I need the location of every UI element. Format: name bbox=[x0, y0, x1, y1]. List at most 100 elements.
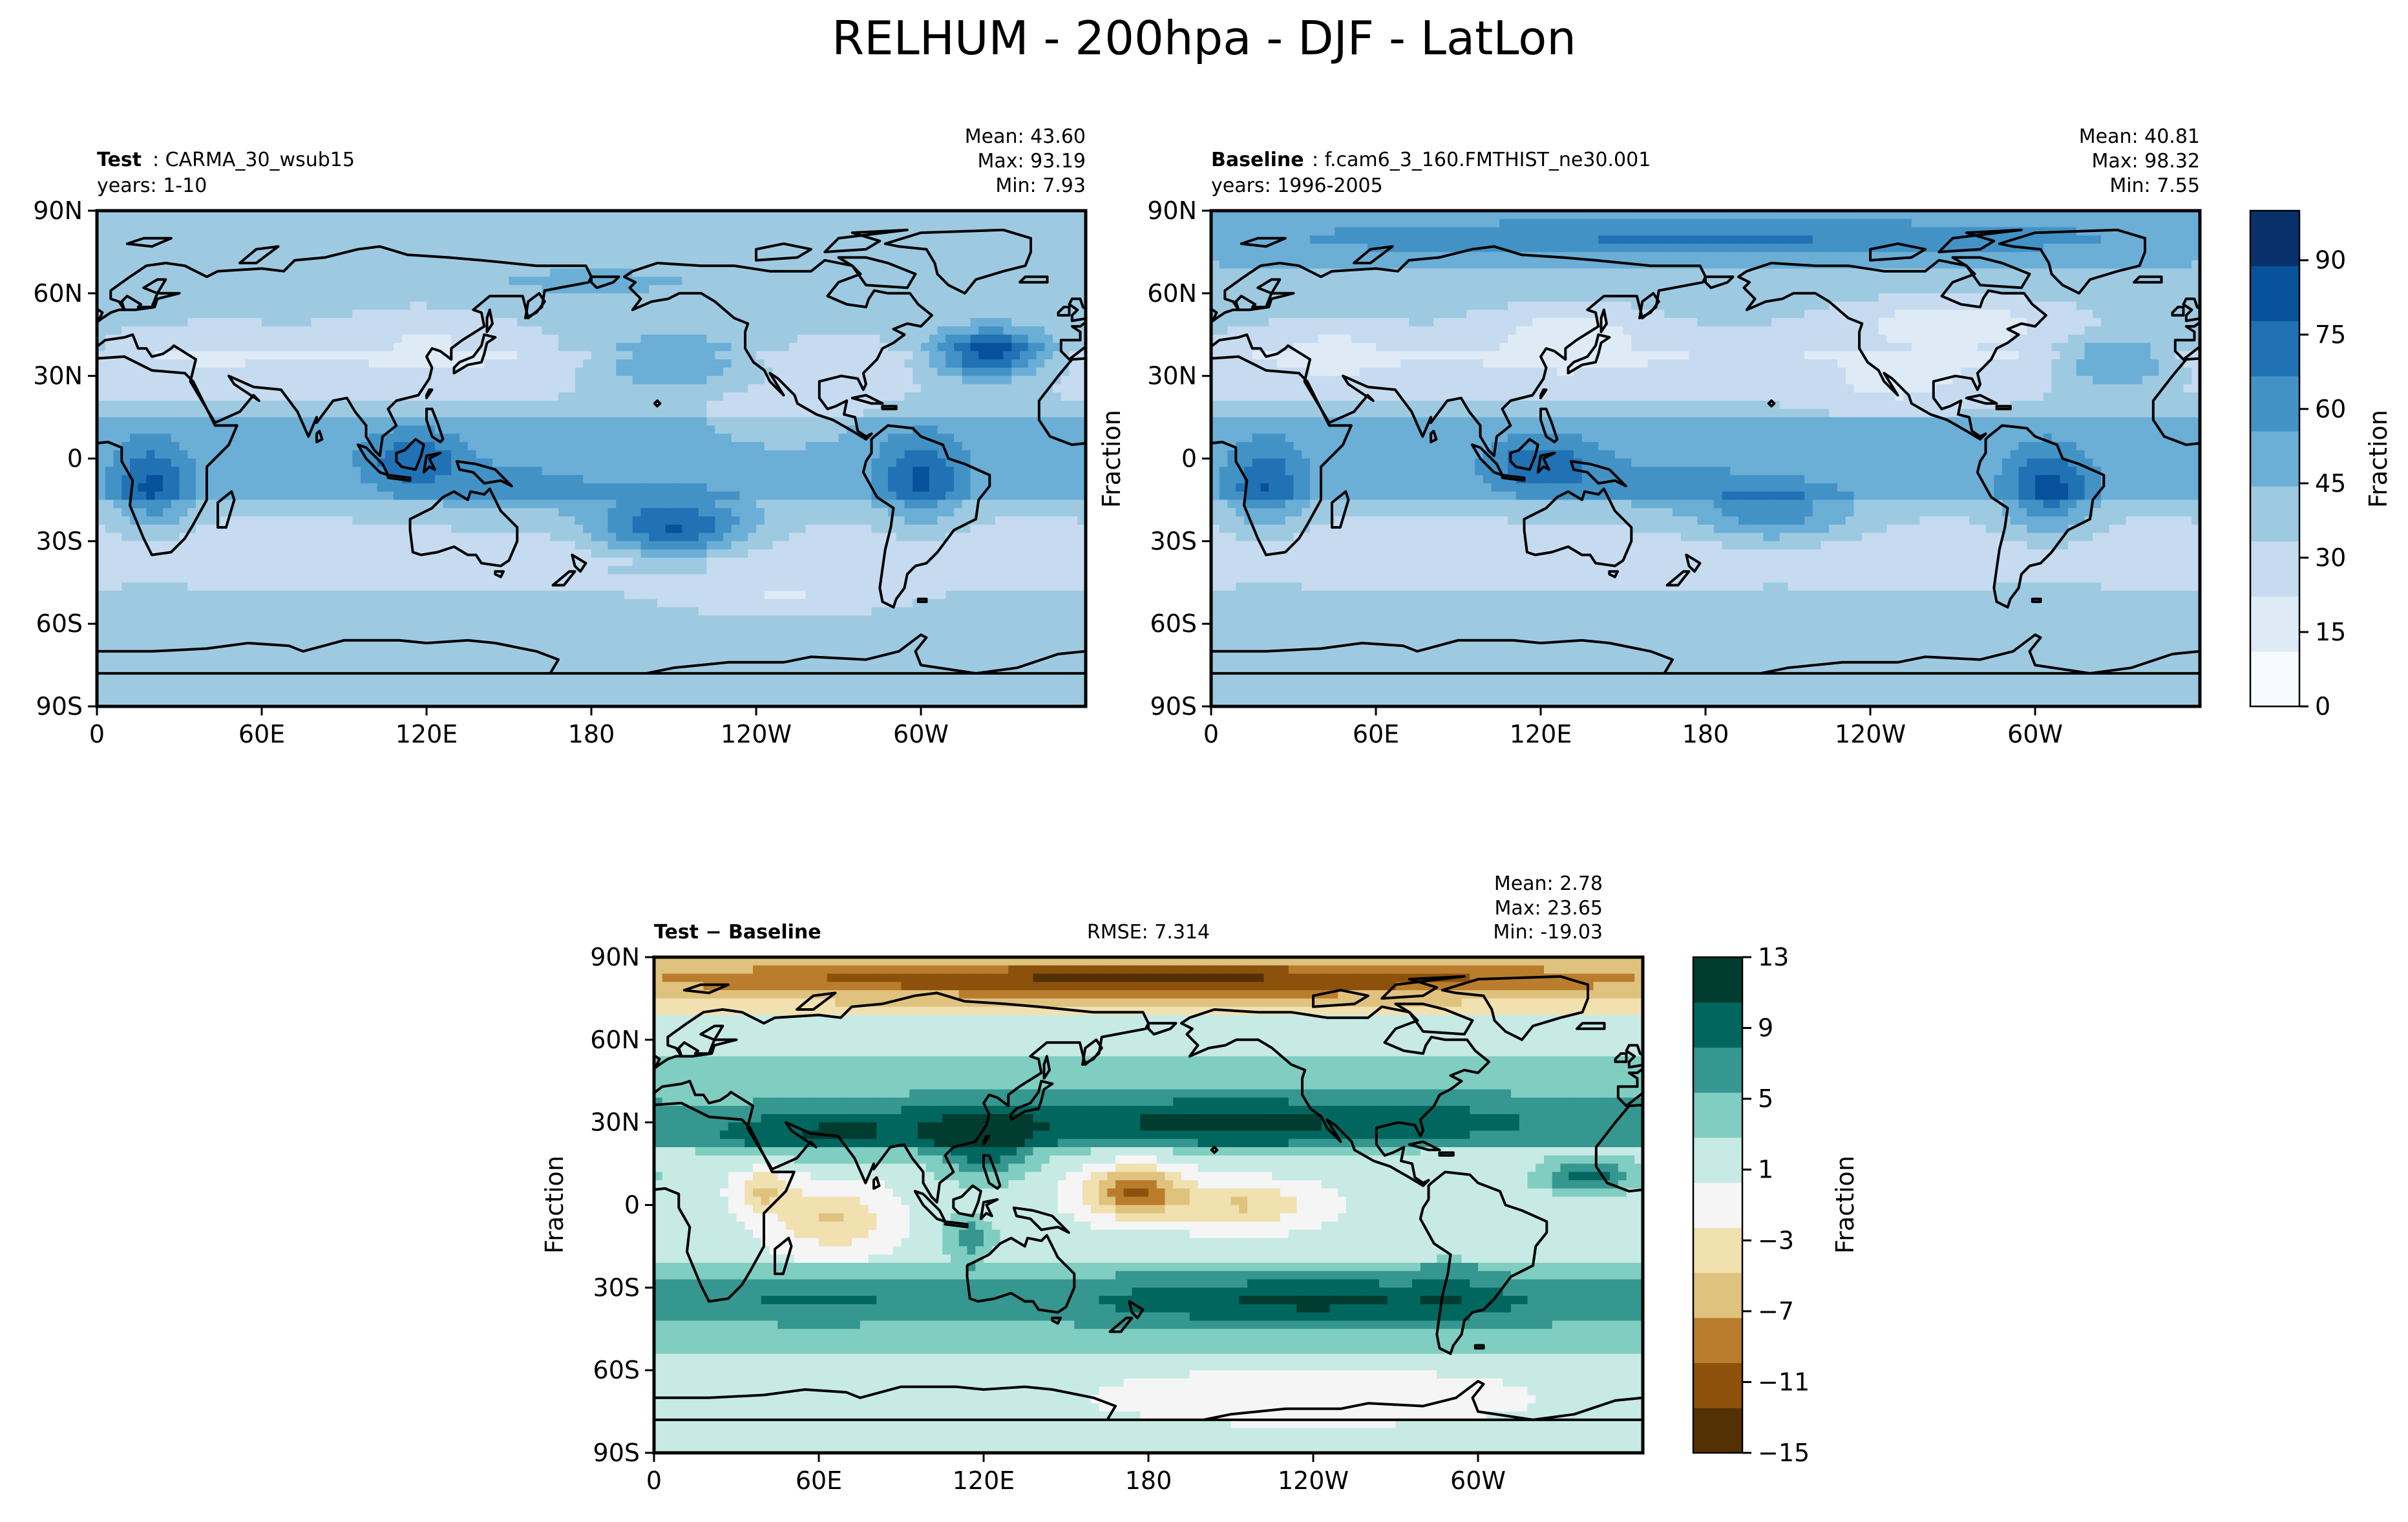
field-cell bbox=[121, 401, 131, 410]
field-cell bbox=[1028, 434, 1037, 443]
field-cell bbox=[962, 244, 971, 253]
field-cell bbox=[995, 367, 1004, 377]
field-cell bbox=[163, 441, 172, 451]
field-cell bbox=[789, 434, 798, 443]
field-cell bbox=[772, 260, 782, 270]
field-cell bbox=[723, 483, 732, 492]
field-cell bbox=[130, 227, 139, 237]
field-cell bbox=[995, 351, 1004, 360]
field-cell bbox=[113, 401, 123, 410]
field-cell bbox=[401, 244, 411, 253]
field-cell bbox=[632, 475, 642, 484]
field-cell bbox=[550, 450, 559, 460]
field-cell bbox=[838, 450, 848, 460]
field-cell bbox=[1053, 301, 1062, 311]
field-cell bbox=[814, 524, 823, 534]
field-cell bbox=[987, 211, 996, 220]
field-cell bbox=[220, 343, 229, 352]
field-cell bbox=[723, 434, 732, 443]
field-cell bbox=[196, 524, 205, 534]
field-cell bbox=[566, 524, 576, 534]
field-cell bbox=[385, 458, 394, 468]
field-cell bbox=[196, 458, 205, 468]
field-cell bbox=[715, 277, 724, 286]
field-cell bbox=[154, 227, 164, 237]
field-cell bbox=[772, 392, 782, 401]
field-cell bbox=[665, 318, 675, 327]
field-cell bbox=[616, 359, 625, 368]
field-cell bbox=[484, 277, 493, 286]
field-cell bbox=[500, 425, 510, 434]
field-cell bbox=[401, 483, 411, 492]
field-cell bbox=[632, 392, 642, 401]
field-cell bbox=[196, 293, 205, 302]
field-cell bbox=[492, 367, 502, 377]
field-cell bbox=[196, 218, 205, 228]
field-cell bbox=[896, 367, 905, 377]
field-cell bbox=[1011, 351, 1020, 360]
field-cell bbox=[113, 384, 123, 394]
field-cell bbox=[328, 500, 337, 509]
field-cell bbox=[962, 408, 971, 418]
field-cell bbox=[500, 549, 510, 558]
field-cell bbox=[756, 235, 765, 244]
field-cell bbox=[121, 450, 131, 460]
field-cell bbox=[591, 450, 600, 460]
field-cell bbox=[286, 524, 295, 534]
field-cell bbox=[838, 541, 848, 550]
field-cell bbox=[302, 211, 312, 220]
field-cell bbox=[607, 351, 617, 360]
field-cell bbox=[361, 211, 370, 220]
field-cell bbox=[269, 318, 279, 327]
field-cell bbox=[1036, 541, 1046, 550]
field-cell bbox=[781, 285, 790, 294]
field-cell bbox=[929, 293, 938, 302]
field-cell bbox=[616, 251, 625, 261]
field-cell bbox=[591, 549, 600, 558]
field-cell bbox=[245, 516, 255, 525]
field-cell bbox=[772, 343, 782, 352]
field-cell bbox=[599, 467, 609, 476]
field-cell bbox=[657, 392, 666, 401]
field-cell bbox=[467, 268, 477, 278]
field-cell bbox=[278, 260, 288, 270]
field-cell bbox=[154, 467, 164, 476]
field-cell bbox=[904, 458, 914, 468]
field-cell bbox=[558, 417, 567, 427]
field-cell bbox=[945, 516, 955, 525]
field-cell bbox=[97, 384, 106, 394]
field-cell bbox=[772, 524, 782, 534]
field-cell bbox=[253, 375, 262, 385]
field-cell bbox=[987, 244, 996, 253]
field-cell bbox=[443, 401, 452, 410]
field-cell bbox=[237, 491, 246, 501]
field-cell bbox=[171, 483, 180, 492]
field-cell bbox=[146, 227, 156, 237]
field-cell bbox=[220, 425, 229, 434]
field-cell bbox=[1028, 301, 1037, 311]
field-cell bbox=[591, 351, 600, 360]
field-cell bbox=[418, 392, 427, 401]
field-cell bbox=[517, 211, 526, 220]
field-cell bbox=[179, 235, 189, 244]
field-cell bbox=[253, 318, 262, 327]
field-cell bbox=[451, 384, 460, 394]
field-cell bbox=[764, 475, 774, 484]
field-cell bbox=[1011, 277, 1020, 286]
field-cell bbox=[1036, 491, 1046, 501]
field-cell bbox=[863, 334, 872, 344]
field-cell bbox=[1053, 541, 1062, 550]
field-cell bbox=[319, 260, 328, 270]
field-cell bbox=[814, 268, 823, 278]
field-cell bbox=[328, 343, 337, 352]
field-cell bbox=[302, 375, 312, 385]
field-cell bbox=[781, 516, 790, 525]
field-cell bbox=[880, 326, 889, 335]
field-cell bbox=[797, 351, 807, 360]
field-cell bbox=[484, 301, 493, 311]
field-cell bbox=[731, 343, 741, 352]
field-cell bbox=[492, 458, 502, 468]
field-cell bbox=[814, 343, 823, 352]
field-cell bbox=[492, 450, 502, 460]
field-cell bbox=[509, 491, 518, 501]
